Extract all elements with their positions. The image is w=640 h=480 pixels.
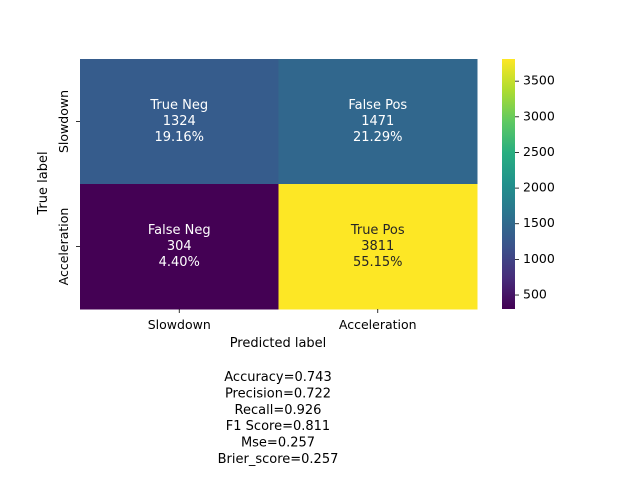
cell-label: False Neg (148, 223, 211, 238)
cell-percent: 55.15% (353, 255, 403, 270)
y-tick-label: Acceleration (56, 208, 71, 286)
heatmap-cell (80, 59, 279, 185)
cell-count: 304 (167, 239, 192, 254)
cell-percent: 4.40% (159, 255, 200, 270)
x-tick-label: Acceleration (339, 317, 417, 332)
metric-line: Accuracy=0.743 (224, 370, 331, 385)
cell-count: 1324 (163, 114, 196, 129)
colorbar (502, 59, 515, 309)
x-axis-ticks: Slowdown Acceleration (148, 309, 417, 332)
metric-line: Recall=0.926 (235, 403, 322, 418)
heatmap-cell (80, 184, 279, 310)
cell-percent: 19.16% (154, 130, 204, 145)
cell-count: 1471 (361, 114, 394, 129)
cell-percent: 21.29% (353, 130, 403, 145)
metric-line: Precision=0.722 (225, 386, 331, 401)
y-axis-ticks: Slowdown Acceleration (56, 90, 80, 285)
metric-line: F1 Score=0.811 (226, 419, 330, 434)
x-axis-label: Predicted label (230, 336, 327, 351)
colorbar-gradient (502, 59, 515, 309)
metric-line: Mse=0.257 (241, 436, 315, 451)
colorbar-tick-label: 1000 (523, 251, 555, 266)
heatmap-cell (278, 184, 478, 310)
colorbar-ticks: 500 1000 1500 2000 2500 3000 3500 (515, 73, 555, 302)
cell-count: 3811 (361, 239, 394, 254)
colorbar-tick-label: 2500 (523, 144, 555, 159)
colorbar-tick-label: 500 (523, 287, 547, 302)
heatmap-cell (278, 59, 478, 185)
colorbar-tick-label: 1500 (523, 215, 555, 230)
cell-label: True Neg (149, 98, 208, 113)
cell-label: False Pos (348, 98, 407, 113)
metric-line: Brier_score=0.257 (218, 452, 339, 467)
y-tick-label: Slowdown (56, 90, 71, 153)
cell-label: True Pos (350, 223, 405, 238)
colorbar-tick-label: 3500 (523, 73, 555, 88)
x-tick-label: Slowdown (148, 317, 211, 332)
y-axis-label: True label (36, 151, 51, 215)
colorbar-tick-label: 2000 (523, 180, 555, 195)
colorbar-tick-label: 3000 (523, 108, 555, 123)
